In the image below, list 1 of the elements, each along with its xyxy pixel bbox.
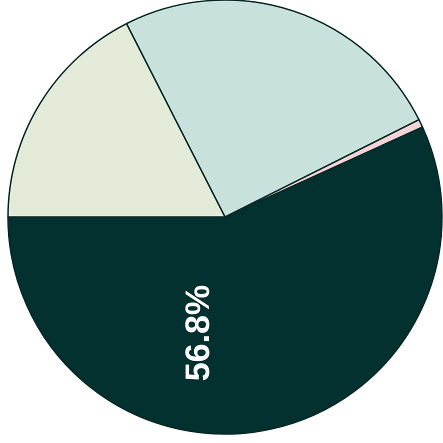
data-label: 56.8% <box>179 284 218 382</box>
